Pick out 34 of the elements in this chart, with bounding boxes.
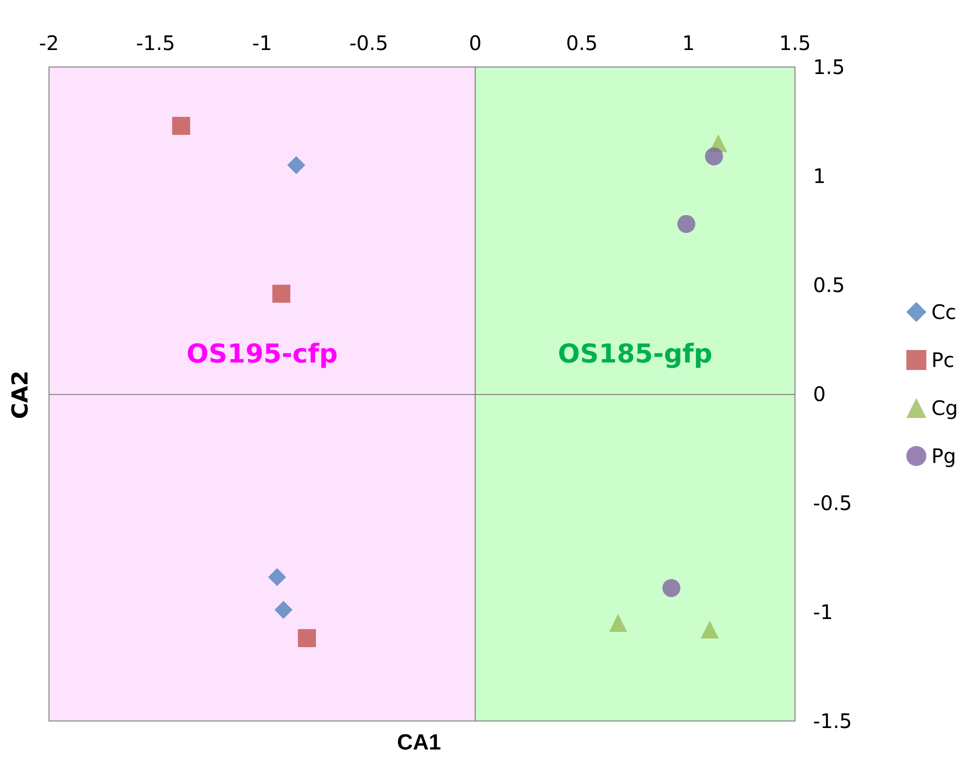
legend-label: Cc: [931, 300, 956, 324]
point: [272, 284, 290, 303]
y-axis-title: CA2: [8, 370, 34, 419]
point: [287, 156, 306, 174]
point: [274, 600, 292, 619]
x-tick-label: 1: [682, 31, 695, 55]
legend-label: Cg: [931, 396, 958, 420]
x-tick-label: 1.5: [779, 31, 811, 55]
legend-label: Pc: [931, 348, 954, 372]
y-tick-label: -1.5: [813, 709, 852, 733]
x-tick-label: -1: [252, 31, 272, 55]
band-label: OS185-gfp: [558, 340, 712, 370]
x-axis-title: CA1: [397, 730, 442, 754]
y-tick-label: 0.5: [813, 273, 845, 297]
point: [298, 629, 316, 648]
y-tick-label: 1.5: [813, 55, 845, 79]
point: [172, 116, 190, 135]
x-tick-label: 0: [468, 31, 482, 55]
x-tick-label: -0.5: [349, 31, 388, 55]
point: [268, 568, 286, 586]
y-tick-label: 1: [813, 164, 826, 188]
point: [705, 147, 724, 166]
point: [677, 214, 696, 233]
point: [700, 620, 719, 638]
legend-label: Pg: [931, 444, 956, 468]
y-tick-label: -0.5: [813, 491, 852, 515]
point: [609, 614, 628, 632]
x-tick-label: 0.5: [566, 31, 598, 55]
band-label: OS195-cfp: [186, 340, 338, 370]
x-tick-label: -1.5: [136, 31, 176, 55]
point: [662, 579, 680, 598]
y-tick-label: 0: [813, 382, 826, 406]
y-tick-label: -1: [813, 600, 833, 624]
x-tick-label: -2: [39, 31, 59, 55]
